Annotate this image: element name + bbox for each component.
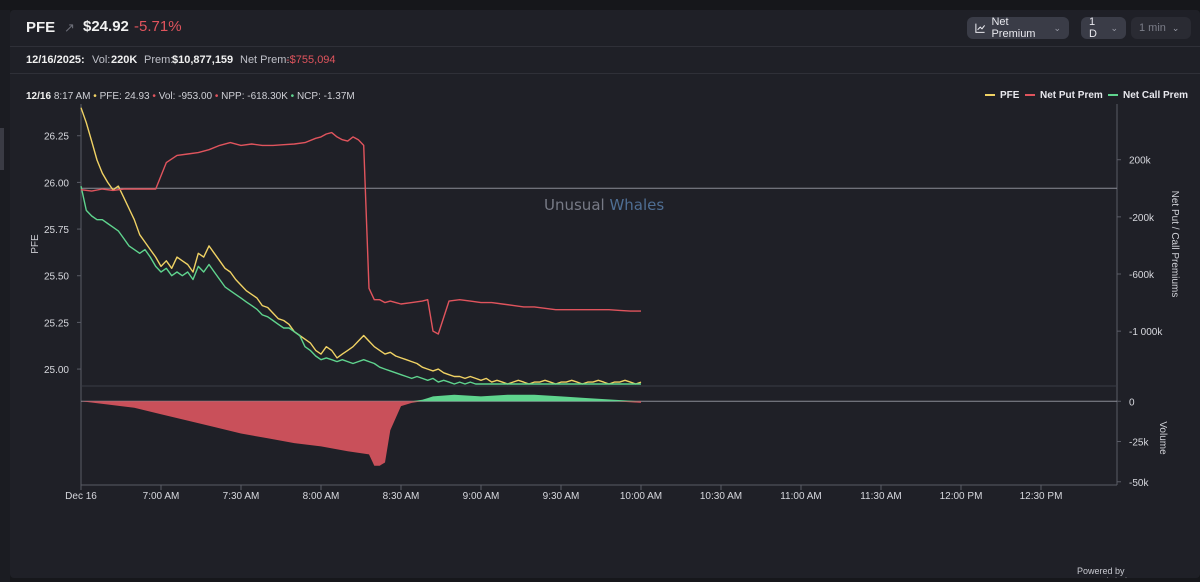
x-tick-label: 8:30 AM xyxy=(383,491,420,502)
legend-put-label: Net Put Prem xyxy=(1040,90,1103,101)
x-tick-label: 8:00 AM xyxy=(303,491,340,502)
legend-call-label: Net Call Prem xyxy=(1123,90,1189,101)
ticker-symbol: PFE xyxy=(26,19,56,36)
rail-handle[interactable] xyxy=(0,128,4,170)
watermark: Unusual Whales xyxy=(544,196,664,214)
series-line-pfe xyxy=(80,107,642,385)
legend-pfe[interactable]: PFE xyxy=(985,90,1019,101)
crosshair-npp: NPP: -618.30K xyxy=(221,91,288,102)
prem-label: Prem: xyxy=(144,54,174,66)
left-axis-label: PFE xyxy=(30,234,41,254)
interval-select[interactable]: 1 min ⌄ xyxy=(1131,17,1191,39)
left-tick-label: 25.25 xyxy=(44,318,69,329)
volume-axis-label: Volume xyxy=(1157,421,1168,455)
series-line-net-put-prem xyxy=(80,131,641,335)
series-line-net-call-prem xyxy=(80,185,641,385)
stats-bar: 12/16/2025: Vol: 220K Prem: $10,877,159 … xyxy=(10,47,1200,74)
crosshair-time: 8:17 AM xyxy=(53,91,91,102)
powered-by: Powered by unusualwhales.com xyxy=(1077,566,1156,578)
x-tick-label: 9:00 AM xyxy=(463,491,500,502)
chevron-down-icon: ⌄ xyxy=(1110,22,1118,33)
current-price: $24.92 xyxy=(83,18,129,35)
x-tick-label: 11:00 AM xyxy=(780,491,822,502)
mode-select[interactable]: Net Premium ⌄ xyxy=(967,16,1069,40)
x-tick-label: 9:30 AM xyxy=(543,491,580,502)
legend-call[interactable]: Net Call Prem xyxy=(1108,90,1188,101)
legend-pfe-label: PFE xyxy=(1000,90,1020,101)
vol-label: Vol: xyxy=(92,54,111,66)
volume-tick-label: -50k xyxy=(1129,478,1149,489)
crosshair-ncp: NCP: -1.37M xyxy=(296,91,355,102)
right-tick-label: -1 000k xyxy=(1129,327,1163,338)
legend-put[interactable]: Net Put Prem xyxy=(1025,90,1103,101)
mode-select-label: Net Premium xyxy=(991,16,1036,40)
right-axis-label: Net Put / Call Premiums xyxy=(1169,191,1180,298)
chart-icon xyxy=(975,23,986,33)
volume-tick-label: -25k xyxy=(1129,438,1149,449)
volume-positive-area xyxy=(81,394,641,402)
range-select-label: 1 D xyxy=(1089,16,1097,40)
net-prem-value: -$755,094 xyxy=(286,54,336,66)
left-rail xyxy=(0,10,10,582)
left-tick-label: 26.25 xyxy=(44,132,69,143)
x-tick-label: 10:30 AM xyxy=(700,491,742,502)
right-tick-label: 200k xyxy=(1129,156,1152,167)
volume-negative-area xyxy=(81,401,641,466)
chart-panel: PFE ↗ $24.92 -5.71% Net Premium ⌄ 1 D ⌄ 1 … xyxy=(10,10,1200,578)
vol-value: 220K xyxy=(111,54,138,66)
chevron-down-icon: ⌄ xyxy=(1053,22,1061,33)
crosshair-pfe: PFE: 24.93 xyxy=(99,91,150,102)
crosshair-readout: 12/16 8:17 AM • PFE: 24.93 • Vol: -953.0… xyxy=(26,91,355,102)
x-tick-label: 10:00 AM xyxy=(620,491,662,502)
stats-date: 12/16/2025: xyxy=(26,54,85,66)
left-tick-label: 26.00 xyxy=(44,178,69,189)
crosshair-vol: Vol: -953.00 xyxy=(158,91,213,102)
chart-svg[interactable]: Unusual Whales Dec 16 7:00 AM 7:30 AM 8:00 … xyxy=(10,10,1200,578)
x-tick-label: 7:00 AM xyxy=(143,491,180,502)
price-change: -5.71% xyxy=(134,18,182,35)
net-prem-label: Net Prem: xyxy=(240,54,290,66)
x-tick-label: 12:00 PM xyxy=(940,491,983,502)
x-tick-label: 12:30 PM xyxy=(1020,491,1063,502)
left-tick-label: 25.75 xyxy=(44,225,69,236)
x-tick-label: Dec 16 xyxy=(65,491,97,502)
x-tick-label: 11:30 AM xyxy=(860,491,902,502)
external-link-icon[interactable]: ↗ xyxy=(64,20,75,35)
right-tick-label: -200k xyxy=(1129,213,1155,224)
left-tick-label: 25.00 xyxy=(44,365,69,376)
header-bar: PFE ↗ $24.92 -5.71% Net Premium ⌄ 1 D ⌄ 1 … xyxy=(10,10,1200,47)
chevron-down-icon: ⌄ xyxy=(1171,22,1180,33)
volume-tick-label: 0 xyxy=(1129,397,1135,408)
x-tick-label: 7:30 AM xyxy=(223,491,260,502)
range-select[interactable]: 1 D ⌄ xyxy=(1081,16,1126,40)
left-tick-label: 25.50 xyxy=(44,272,69,283)
interval-select-label: 1 min xyxy=(1139,22,1166,34)
prem-value: $10,877,159 xyxy=(172,54,234,66)
crosshair-date: 12/16 xyxy=(26,91,52,102)
right-tick-label: -600k xyxy=(1129,270,1155,281)
